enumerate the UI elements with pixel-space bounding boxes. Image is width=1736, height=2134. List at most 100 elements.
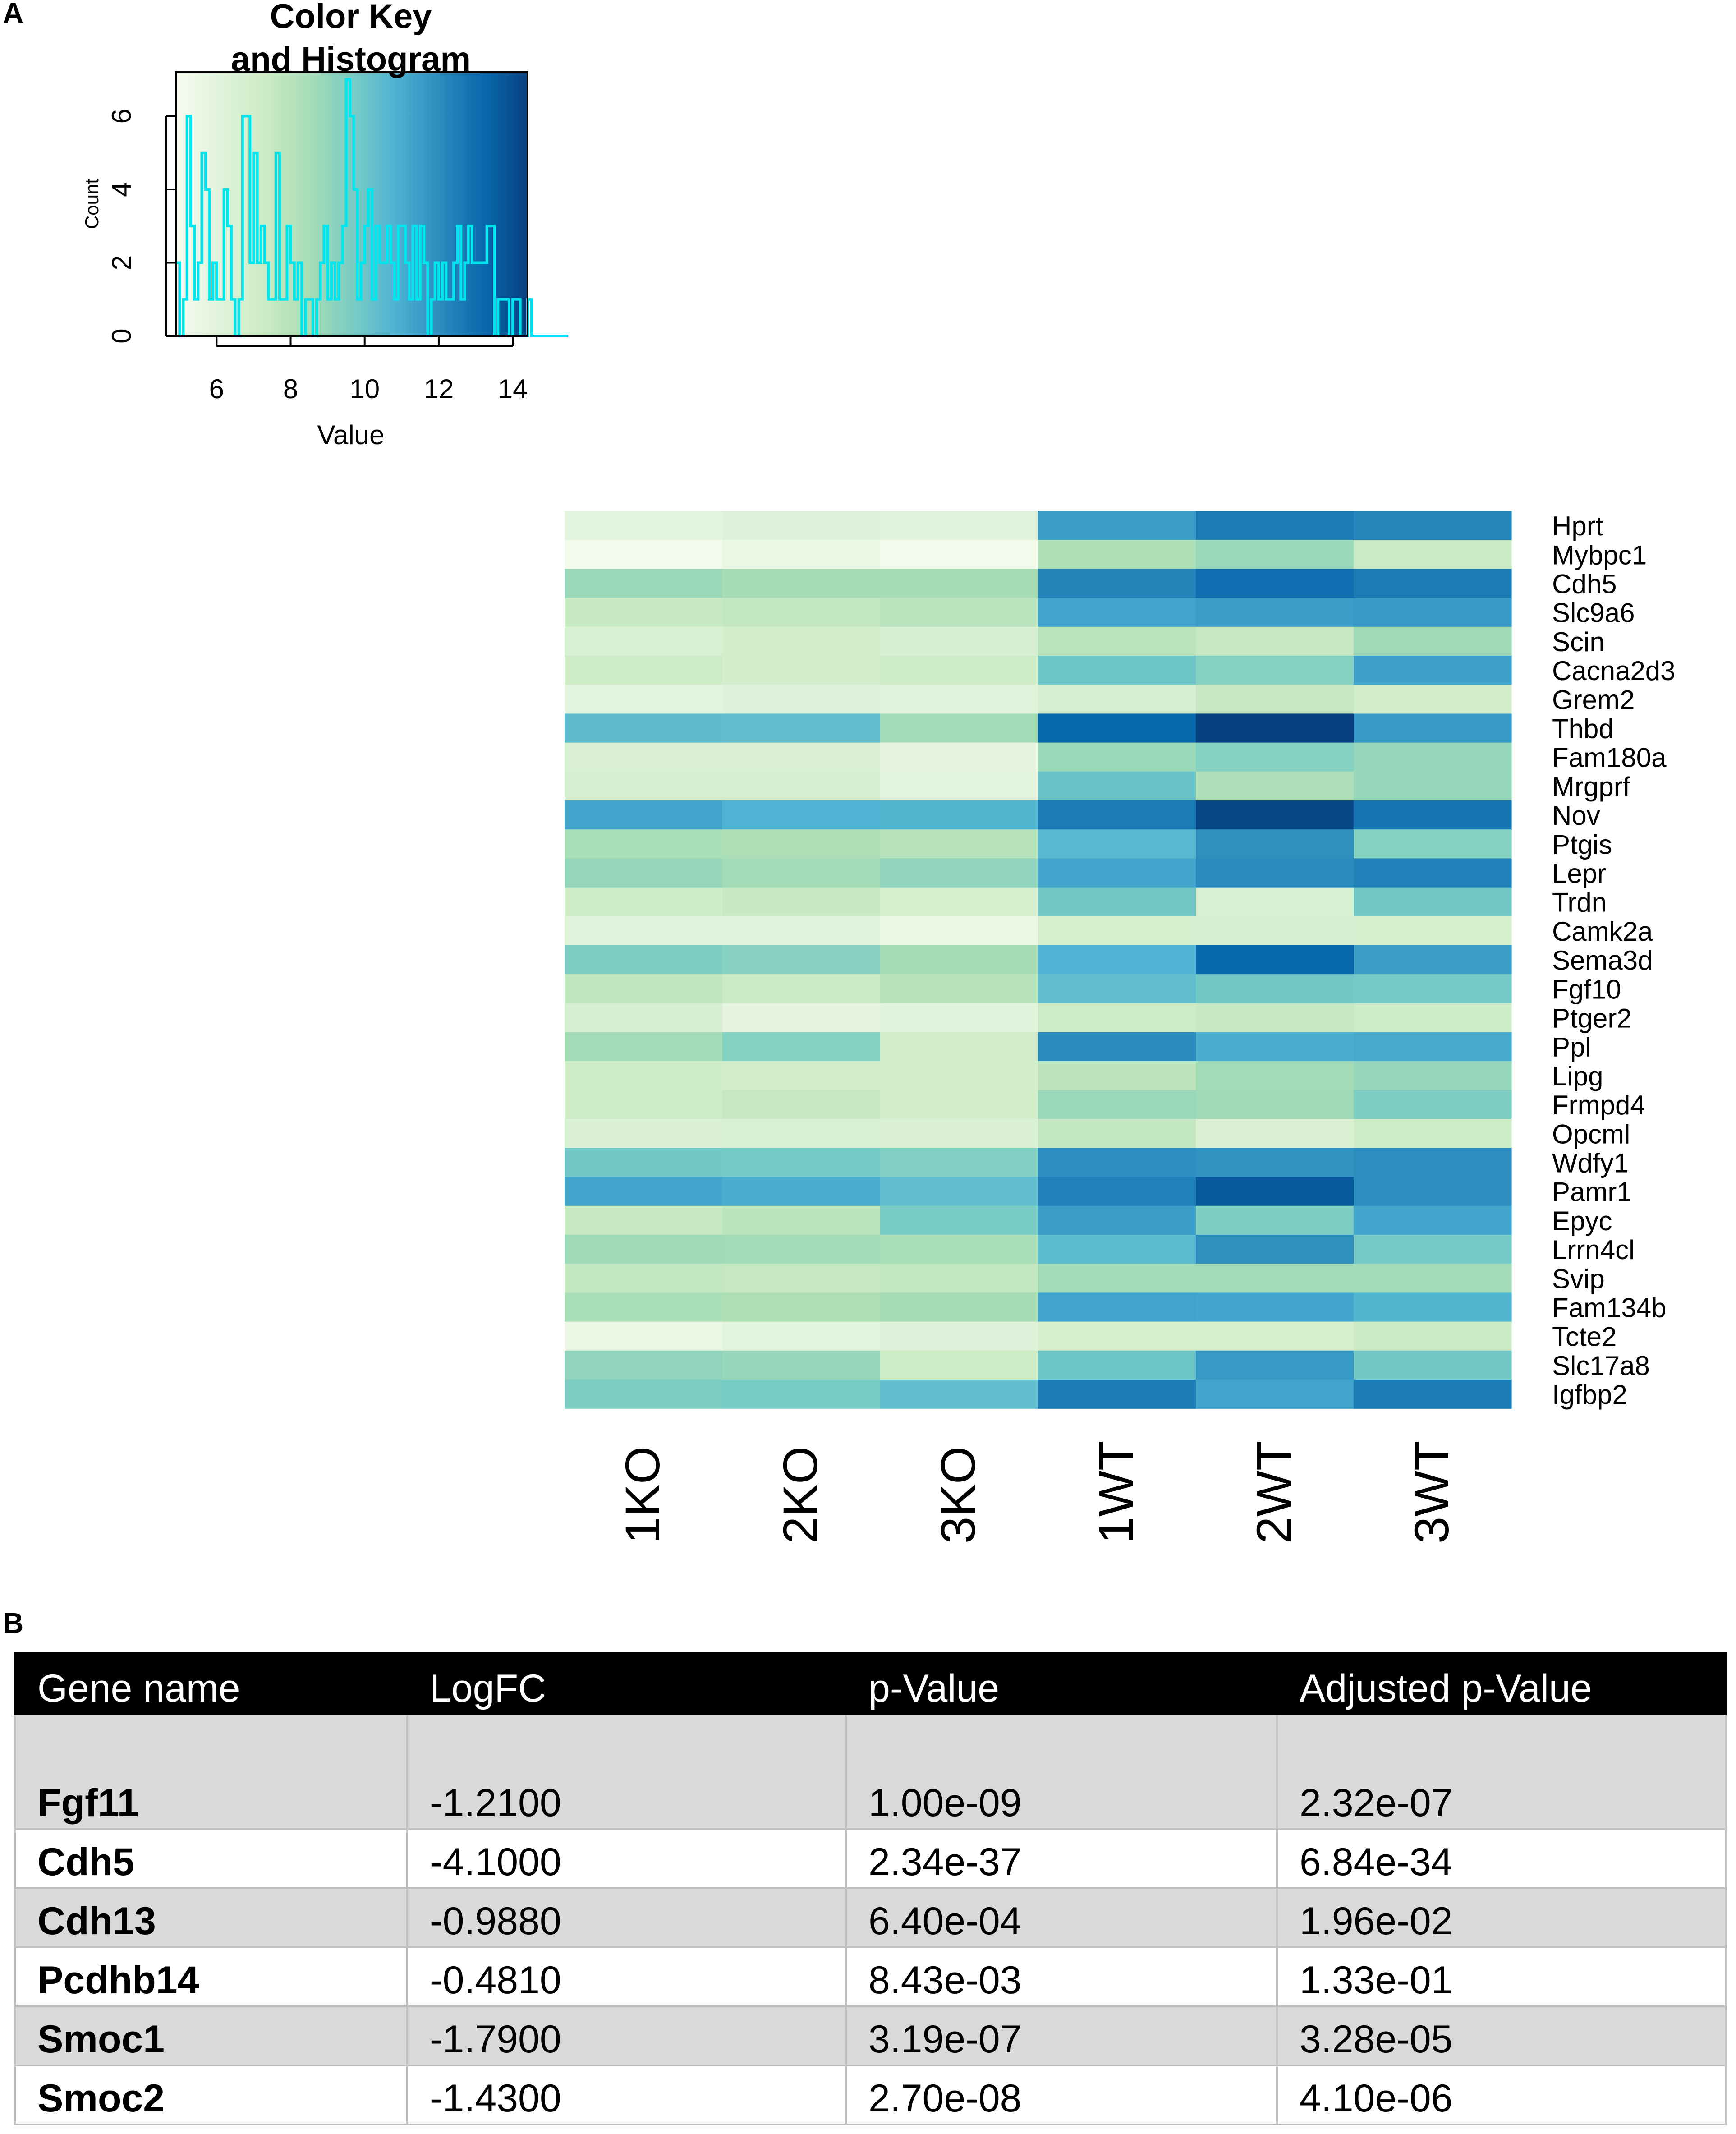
heatmap-cell <box>1038 829 1196 859</box>
table-cell: 3.19e-07 <box>845 2005 1278 2066</box>
heatmap-cell <box>565 1292 723 1322</box>
gene-name-cell: Cdh13 <box>14 1887 408 1948</box>
table-row: Pcdhb14 -0.4810 8.43e-03 1.33e-01 <box>14 1946 1727 2007</box>
heatmap-cell <box>565 916 723 946</box>
column-label: 2WT <box>1246 1441 1301 1544</box>
heatmap-cell <box>722 1321 881 1351</box>
heatmap-cell <box>1196 1321 1354 1351</box>
heatmap-cell <box>1354 1177 1512 1206</box>
heatmap-cell <box>565 1148 723 1177</box>
histogram-frame <box>175 71 528 337</box>
heatmap-cell <box>1196 569 1354 598</box>
heatmap-cell <box>565 1061 723 1090</box>
heatmap-cell <box>1196 1350 1354 1380</box>
row-label: Ppl <box>1552 1032 1591 1062</box>
heatmap-cell <box>722 1264 881 1293</box>
heatmap-cell <box>1038 1003 1196 1033</box>
heatmap-cell <box>1196 1003 1354 1033</box>
heatmap-cell <box>565 1235 723 1264</box>
column-label: 1WT <box>1088 1441 1143 1544</box>
heatmap-cell <box>1196 742 1354 772</box>
heatmap-cell <box>1038 1177 1196 1206</box>
heatmap-cell <box>722 887 881 917</box>
heatmap-cell <box>1038 1264 1196 1293</box>
heatmap-cell <box>1038 916 1196 946</box>
heatmap-cell <box>1354 713 1512 743</box>
panel-b-label: B <box>3 1607 24 1639</box>
heatmap-cell <box>1196 713 1354 743</box>
heatmap-cell <box>565 540 723 569</box>
heatmap-cell <box>1038 1032 1196 1062</box>
table-row: Smoc1 -1.7900 3.19e-07 3.28e-05 <box>14 2005 1727 2066</box>
heatmap-cell <box>1196 1380 1354 1409</box>
heatmap-cell <box>1354 1205 1512 1235</box>
heatmap-cell <box>1354 1003 1512 1033</box>
heatmap-cell <box>565 511 723 540</box>
heatmap-cell <box>1038 626 1196 656</box>
row-label: Ptger2 <box>1552 1003 1632 1034</box>
row-label: Fam180a <box>1552 743 1667 773</box>
heatmap-cell <box>880 540 1038 569</box>
heatmap-cell <box>565 569 723 598</box>
row-label: Epyc <box>1552 1206 1612 1236</box>
heatmap-cell <box>1196 626 1354 656</box>
row-label: Pamr1 <box>1552 1177 1632 1207</box>
heatmap-cell <box>1354 800 1512 830</box>
table-row: Cdh5 -4.1000 2.34e-37 6.84e-34 <box>14 1828 1727 1889</box>
heatmap-cell <box>722 569 881 598</box>
heatmap-cell <box>565 742 723 772</box>
heatmap-cell <box>1196 974 1354 1003</box>
heatmap-cell <box>1038 1321 1196 1351</box>
heatmap-cell <box>722 1177 881 1206</box>
heatmap-cell <box>1196 858 1354 888</box>
heatmap-cell <box>880 656 1038 685</box>
heatmap-cell <box>1038 713 1196 743</box>
heatmap-cell <box>1196 771 1354 801</box>
heatmap-cell <box>1196 1119 1354 1148</box>
column-label: 3WT <box>1404 1441 1459 1544</box>
heatmap-cell <box>1354 916 1512 946</box>
heatmap-cell <box>722 1090 881 1119</box>
heatmap-cell <box>1354 656 1512 685</box>
heatmap-cell <box>880 829 1038 859</box>
heatmap-cell <box>880 1003 1038 1033</box>
heatmap-cell <box>1038 540 1196 569</box>
heatmap-cell <box>722 713 881 743</box>
gene-name-cell: Pcdhb14 <box>14 1946 408 2007</box>
table-cell: -1.4300 <box>406 2065 847 2125</box>
heatmap-cell <box>1354 1148 1512 1177</box>
x-tick-label: 8 <box>283 374 298 404</box>
heatmap-cell <box>565 945 723 975</box>
heatmap-cell <box>722 916 881 946</box>
heatmap-cell <box>722 1380 881 1409</box>
y-tick-label: 2 <box>106 255 137 270</box>
heatmap-cell <box>722 974 881 1003</box>
heatmap-cell <box>880 1205 1038 1235</box>
heatmap-cell <box>880 1292 1038 1322</box>
heatmap-cell <box>1038 1119 1196 1148</box>
heatmap-cell <box>565 656 723 685</box>
gene-name-cell: Smoc1 <box>14 2005 408 2066</box>
heatmap-cell <box>565 1032 723 1062</box>
row-label: Thbd <box>1552 714 1614 744</box>
heatmap-cell <box>722 1061 881 1090</box>
heatmap-cell <box>880 1264 1038 1293</box>
heatmap-cell <box>880 742 1038 772</box>
heatmap-cell <box>1354 742 1512 772</box>
heatmap-cell <box>1354 858 1512 888</box>
heatmap-cell <box>1354 598 1512 627</box>
row-label: Frmpd4 <box>1552 1090 1645 1120</box>
heatmap-cell <box>880 1380 1038 1409</box>
heatmap-cell <box>565 626 723 656</box>
heatmap-cell <box>1196 829 1354 859</box>
row-label: Tcte2 <box>1552 1322 1617 1352</box>
heatmap-cell <box>880 1321 1038 1351</box>
row-label: Mybpc1 <box>1552 540 1647 570</box>
heatmap-cell <box>565 1177 723 1206</box>
column-label: 3KO <box>931 1446 985 1544</box>
heatmap-cell <box>722 1292 881 1322</box>
heatmap-cell <box>880 916 1038 946</box>
heatmap-cell <box>1354 1321 1512 1351</box>
heatmap-cell <box>722 1032 881 1062</box>
heatmap-cell <box>880 1235 1038 1264</box>
